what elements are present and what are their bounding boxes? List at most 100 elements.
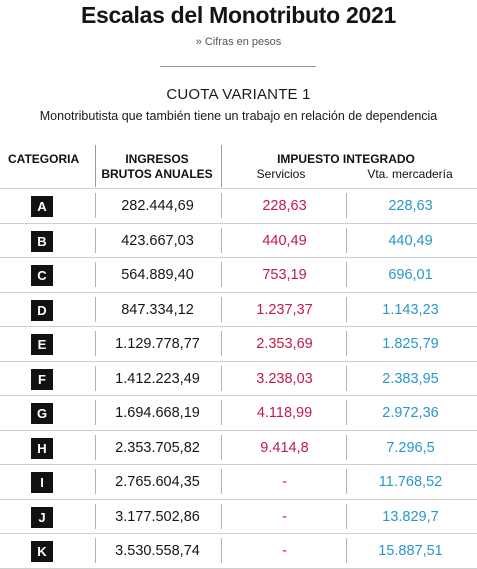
table-row: J 3.177.502,86 - 13.829,7: [0, 500, 477, 533]
table-row: E 1.129.778,77 2.353,69 1.825,79: [0, 327, 477, 360]
header-ingresos-line2: BRUTOS ANUALES: [101, 167, 213, 181]
category-badge: D: [31, 299, 53, 321]
description: Monotributista que también tiene un trab…: [39, 109, 438, 123]
servicios-cell: 9.414,8: [260, 439, 309, 456]
mercaderia-cell: 7.296,5: [386, 439, 435, 456]
column-divider: [95, 365, 96, 391]
row-divider: [0, 188, 477, 189]
category-badge: C: [31, 265, 53, 286]
column-divider: [221, 296, 222, 322]
column-divider: [346, 262, 347, 287]
section-title: CUOTA VARIANTE 1: [166, 86, 311, 103]
category-badge: K: [31, 541, 53, 562]
subtitle: » Cifras en pesos: [195, 36, 282, 48]
row-divider: [0, 533, 477, 534]
table-row: G 1.694.668,19 4.118,99 2.972,36: [0, 396, 477, 429]
servicios-cell: 440,49: [262, 232, 307, 249]
ingresos-brutos-cell: 282.444,69: [121, 198, 194, 214]
row-divider: [0, 257, 477, 258]
column-divider: [221, 503, 222, 529]
category-badge: E: [31, 334, 53, 355]
header-mercaderia: Vta. mercadería: [367, 167, 453, 181]
column-divider: [221, 538, 222, 563]
table-row: C 564.889,40 753,19 696,01: [0, 258, 477, 291]
column-divider: [221, 331, 222, 356]
table-row: K 3.530.558,74 - 15.887,51: [0, 534, 477, 567]
table-row: F 1.412.223,49 3.238,03 2.383,95: [0, 362, 477, 395]
table-row: A 282.444,69 228,63 228,63: [0, 189, 477, 222]
page-title: Escalas del Monotributo 2021: [81, 2, 396, 28]
servicios-cell: 3.238,03: [256, 370, 313, 387]
column-divider: [221, 469, 222, 494]
servicios-cell: 753,19: [262, 267, 307, 283]
column-divider: [221, 400, 222, 425]
ingresos-brutos-cell: 3.177.502,86: [115, 508, 200, 525]
header-ingresos-line1: INGRESOS: [125, 152, 189, 166]
ingresos-brutos-cell: 1.412.223,49: [115, 370, 200, 387]
table-row: H 2.353.705,82 9.414,8 7.296,5: [0, 431, 477, 464]
servicios-cell: 1.237,37: [256, 301, 313, 318]
column-divider: [95, 262, 96, 287]
mercaderia-cell: 11.768,52: [378, 474, 443, 490]
ingresos-brutos-cell: 1.129.778,77: [115, 336, 200, 352]
column-divider: [221, 434, 222, 460]
column-divider: [221, 365, 222, 391]
category-badge: B: [31, 230, 53, 252]
row-divider: [0, 291, 477, 293]
mercaderia-cell: 696,01: [388, 267, 433, 283]
servicios-cell: 228,63: [262, 198, 307, 214]
mercaderia-cell: 1.143,23: [382, 301, 439, 318]
category-badge: H: [31, 437, 53, 459]
header-categoria: CATEGORIA: [8, 152, 80, 166]
ingresos-brutos-cell: 564.889,40: [121, 267, 194, 283]
category-badge: I: [31, 472, 53, 493]
category-badge: J: [31, 506, 53, 528]
column-divider: [95, 400, 96, 425]
ingresos-brutos-cell: 423.667,03: [121, 232, 194, 249]
column-divider: [95, 538, 96, 563]
row-divider: [0, 395, 477, 396]
servicios-cell: -: [282, 508, 287, 525]
ingresos-brutos-cell: 2.353.705,82: [115, 439, 200, 456]
column-divider: [346, 400, 347, 425]
servicios-cell: 4.118,99: [256, 405, 313, 421]
servicios-cell: 2.353,69: [256, 336, 313, 352]
column-divider: [346, 331, 347, 356]
column-divider: [95, 296, 96, 322]
column-divider: [346, 503, 347, 529]
column-divider: [346, 365, 347, 391]
row-divider: [0, 326, 477, 327]
mercaderia-cell: 2.972,36: [382, 405, 439, 421]
column-divider: [346, 538, 347, 563]
column-divider: [221, 262, 222, 287]
ingresos-brutos-cell: 1.694.668,19: [115, 405, 200, 421]
servicios-cell: -: [282, 543, 287, 559]
column-divider: [346, 296, 347, 322]
ingresos-brutos-cell: 847.334,12: [121, 301, 194, 318]
mercaderia-cell: 228,63: [388, 198, 433, 214]
table-row: B 423.667,03 440,49 440,49: [0, 224, 477, 257]
column-divider: [221, 193, 222, 218]
column-divider: [95, 469, 96, 494]
column-divider: [95, 503, 96, 529]
mercaderia-cell: 440,49: [388, 232, 433, 249]
row-divider: [0, 222, 477, 224]
table-row: D 847.334,12 1.237,37 1.143,23: [0, 293, 477, 326]
column-divider: [346, 193, 347, 218]
mercaderia-cell: 2.383,95: [382, 370, 439, 387]
header-impuesto: IMPUESTO INTEGRADO: [277, 152, 415, 166]
ingresos-brutos-cell: 3.530.558,74: [115, 543, 200, 559]
row-divider: [0, 498, 477, 500]
ingresos-brutos-cell: 2.765.604,35: [115, 474, 200, 490]
row-divider: [0, 567, 477, 569]
divider: [160, 66, 316, 67]
column-divider: [95, 331, 96, 356]
mercaderia-cell: 13.829,7: [382, 508, 439, 525]
header-divider: [221, 145, 222, 187]
table-row: I 2.765.604,35 - 11.768,52: [0, 465, 477, 498]
header-divider: [95, 145, 96, 187]
column-divider: [95, 227, 96, 253]
header-servicios: Servicios: [256, 167, 306, 181]
category-badge: F: [31, 368, 53, 390]
row-divider: [0, 429, 477, 431]
